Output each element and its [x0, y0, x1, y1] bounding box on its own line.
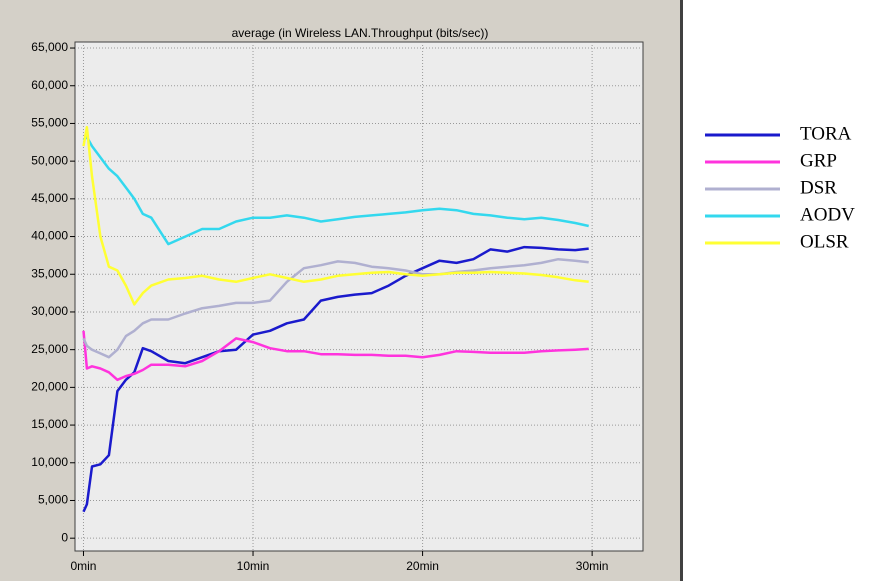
x-tick-label: 30min — [576, 559, 609, 573]
y-tick-label: 0 — [61, 530, 68, 544]
panel-divider — [680, 0, 683, 581]
series-line — [82, 125, 589, 306]
x-tick-label: 10min — [237, 559, 270, 573]
y-tick-label: 55,000 — [31, 116, 68, 130]
x-tick-label: 20min — [406, 559, 439, 573]
series-line — [82, 330, 589, 382]
series-line — [82, 245, 589, 513]
x-tick-label: 0min — [70, 559, 96, 573]
series-line — [82, 135, 589, 246]
y-tick-label: 30,000 — [31, 304, 68, 318]
y-tick-label: 15,000 — [31, 417, 68, 431]
chart-title: average (in Wireless LAN.Throughput (bit… — [232, 26, 489, 40]
series-line — [82, 257, 589, 359]
y-tick-label: 25,000 — [31, 342, 68, 356]
legend-label: GRP — [800, 150, 837, 171]
legend-label: OLSR — [800, 231, 849, 252]
y-tick-label: 60,000 — [31, 78, 68, 92]
legend-label: DSR — [800, 177, 837, 198]
y-tick-label: 45,000 — [31, 191, 68, 205]
y-tick-label: 40,000 — [31, 229, 68, 243]
y-tick-label: 65,000 — [31, 40, 68, 54]
legend-label: AODV — [800, 204, 855, 225]
y-tick-label: 35,000 — [31, 266, 68, 280]
y-tick-label: 50,000 — [31, 153, 68, 167]
plot-area — [74, 41, 644, 552]
legend-label: TORA — [800, 123, 852, 144]
y-tick-label: 20,000 — [31, 380, 68, 394]
y-tick-label: 10,000 — [31, 455, 68, 469]
y-tick-label: 5,000 — [38, 493, 68, 507]
